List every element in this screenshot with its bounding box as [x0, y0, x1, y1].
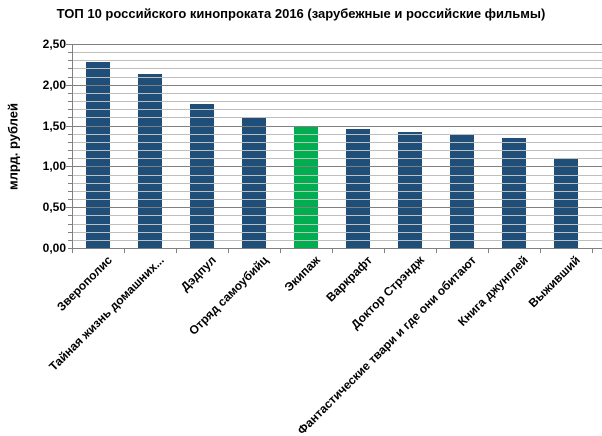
y-tick-label: 0,00 — [42, 241, 66, 255]
y-axis-tick — [68, 60, 72, 62]
y-axis-tick — [66, 166, 72, 168]
x-axis-tick — [592, 249, 593, 253]
y-axis-tick — [68, 215, 72, 217]
minor-gridline — [72, 101, 602, 103]
category-label: Экипаж — [281, 253, 323, 295]
y-axis-tick — [68, 133, 72, 135]
x-axis-line — [68, 248, 602, 249]
x-axis-tick — [176, 249, 177, 253]
minor-gridline — [72, 239, 602, 241]
bar — [398, 132, 422, 248]
minor-gridline — [72, 109, 602, 111]
y-axis-tick — [68, 174, 72, 176]
minor-gridline — [72, 199, 602, 201]
bar — [346, 128, 370, 248]
y-axis-tick — [66, 125, 72, 127]
y-axis-tick — [66, 84, 72, 86]
major-gridline — [72, 44, 602, 45]
minor-gridline — [72, 117, 602, 119]
y-axis-tick — [68, 199, 72, 201]
category-label: Фантастические твари и где они обитают — [294, 253, 479, 436]
bar — [502, 137, 526, 248]
y-axis-tick — [68, 158, 72, 160]
minor-gridline — [72, 52, 602, 54]
y-tick-label: 1,00 — [42, 159, 66, 174]
minor-gridline — [72, 68, 602, 70]
y-axis-tick — [68, 76, 72, 78]
chart-title: ТОП 10 российского кинопроката 2016 (зар… — [56, 6, 546, 21]
minor-gridline — [72, 174, 602, 176]
minor-gridline — [72, 215, 602, 217]
y-axis-tick — [68, 150, 72, 152]
y-tick-label: 0,50 — [42, 200, 66, 215]
y-axis-tick — [68, 190, 72, 192]
bar — [554, 158, 578, 248]
y-axis-line — [72, 44, 73, 252]
minor-gridline — [72, 92, 602, 94]
minor-gridline — [72, 150, 602, 152]
bar — [86, 61, 110, 248]
x-axis-tick — [124, 249, 125, 253]
y-axis-tick — [68, 52, 72, 54]
y-axis-tick — [68, 231, 72, 233]
minor-gridline — [72, 60, 602, 62]
x-axis-tick — [384, 249, 385, 253]
y-axis-tick — [66, 207, 72, 209]
minor-gridline — [72, 141, 602, 143]
y-axis-tick — [68, 68, 72, 70]
major-gridline — [72, 207, 602, 209]
x-axis-tick — [540, 249, 541, 253]
x-axis-tick — [280, 249, 281, 253]
y-axis-tick — [68, 141, 72, 143]
minor-gridline — [72, 223, 602, 225]
y-axis-title: млрд. рублей — [5, 103, 21, 190]
minor-gridline — [72, 133, 602, 135]
bar — [294, 125, 318, 248]
category-label: Варкрафт — [323, 253, 375, 305]
x-axis-tick — [436, 249, 437, 253]
y-axis-tick — [68, 239, 72, 241]
minor-gridline — [72, 182, 602, 184]
y-axis-tick — [68, 117, 72, 119]
minor-gridline — [72, 76, 602, 78]
major-gridline — [72, 125, 602, 127]
category-label: Выживший — [525, 253, 583, 311]
y-axis-tick — [68, 182, 72, 184]
x-axis-tick — [228, 249, 229, 253]
y-axis-tick — [66, 44, 72, 45]
major-gridline — [72, 166, 602, 168]
minor-gridline — [72, 231, 602, 233]
y-axis-tick — [68, 101, 72, 103]
y-axis-tick — [68, 223, 72, 225]
y-tick-label: 1,50 — [42, 118, 66, 133]
bar — [138, 74, 162, 248]
bar — [242, 116, 266, 248]
category-label: Дэдпул — [177, 253, 219, 295]
y-axis-tick — [68, 109, 72, 111]
y-tick-label: 2,50 — [42, 37, 66, 51]
x-axis-tick — [332, 249, 333, 253]
x-axis-tick — [488, 249, 489, 253]
y-axis-tick — [68, 92, 72, 94]
minor-gridline — [72, 190, 602, 192]
y-tick-label: 2,00 — [42, 77, 66, 92]
minor-gridline — [72, 158, 602, 160]
major-gridline — [72, 84, 602, 86]
